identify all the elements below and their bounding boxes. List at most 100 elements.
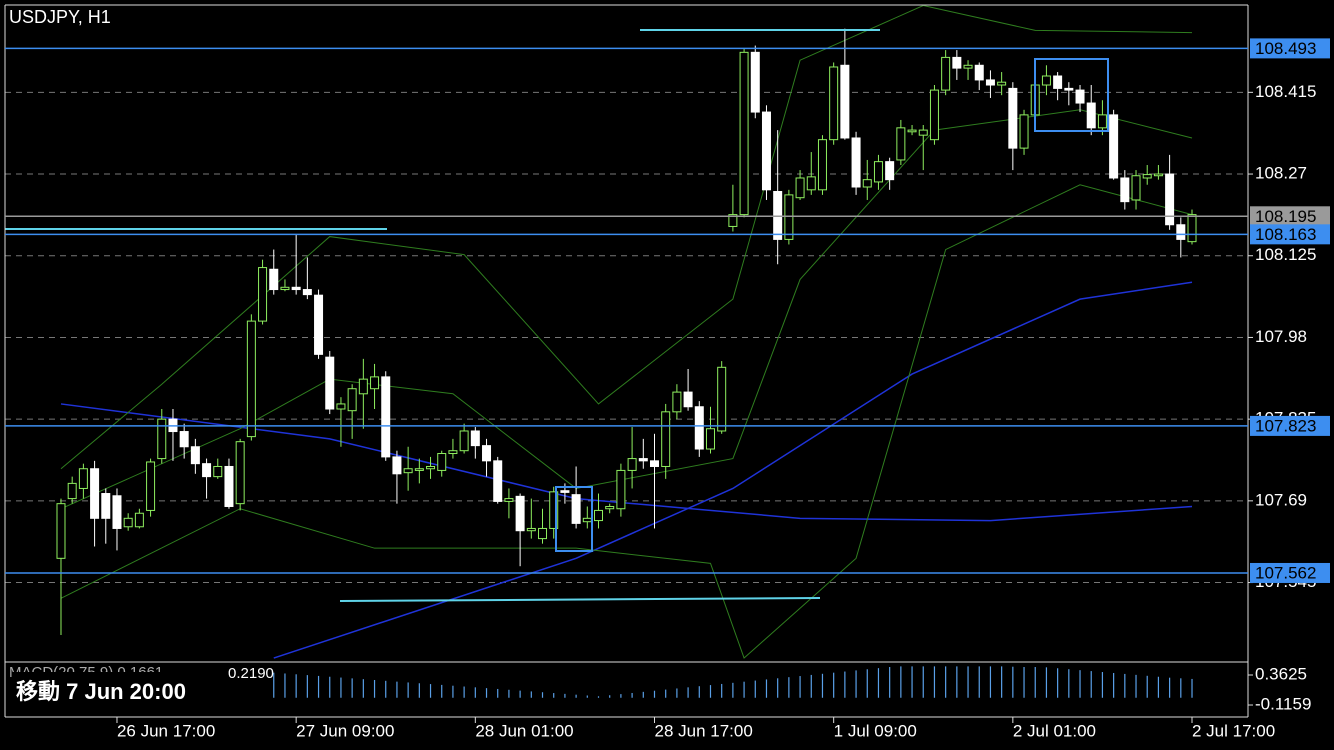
macd-bar bbox=[855, 670, 857, 698]
price-label: 107.823 bbox=[1255, 416, 1316, 435]
macd-bar bbox=[922, 666, 924, 698]
macd-bar bbox=[866, 669, 868, 698]
macd-bar bbox=[754, 680, 756, 698]
candle-body bbox=[683, 391, 693, 408]
indicator-line bbox=[60, 184, 1193, 659]
macd-bar bbox=[945, 666, 947, 698]
macd-bar bbox=[609, 695, 611, 698]
candle-body bbox=[526, 527, 536, 532]
candle-body bbox=[862, 179, 872, 188]
macd-bar bbox=[329, 676, 331, 698]
macd-bar bbox=[1034, 667, 1036, 698]
candle-body bbox=[1075, 89, 1085, 104]
macd-bar bbox=[429, 684, 432, 698]
candle-body bbox=[851, 137, 861, 188]
trend-segment bbox=[339, 597, 821, 602]
macd-bar bbox=[1113, 672, 1115, 698]
macd-bar bbox=[530, 691, 532, 698]
candle-body bbox=[1053, 75, 1063, 89]
macd-bar bbox=[889, 667, 891, 698]
candle-body bbox=[482, 445, 492, 462]
candle-body bbox=[918, 129, 928, 136]
macd-bar bbox=[474, 687, 476, 698]
macd-bar bbox=[306, 675, 308, 698]
x-tick-label: 26 Jun 17:00 bbox=[117, 721, 215, 740]
candle-body bbox=[1142, 174, 1152, 179]
candle-body bbox=[605, 505, 615, 510]
candle-body bbox=[190, 446, 200, 465]
range-box bbox=[555, 486, 593, 552]
macd-bar bbox=[1101, 672, 1104, 698]
y-tick-label: 108.415 bbox=[1255, 82, 1316, 101]
candle-body bbox=[101, 493, 111, 519]
macd-tick-label: -0.1159 bbox=[1255, 694, 1311, 713]
candle-body bbox=[560, 490, 570, 493]
macd-bar bbox=[788, 677, 790, 698]
candle-body bbox=[728, 214, 738, 227]
macd-bar bbox=[978, 666, 980, 698]
macd-bar bbox=[1079, 670, 1081, 698]
candle-body bbox=[784, 194, 794, 240]
y-tick-label: 108.125 bbox=[1255, 245, 1316, 264]
candle-body bbox=[649, 460, 659, 467]
candle-body bbox=[761, 111, 771, 191]
candle-body bbox=[750, 51, 760, 113]
macd-bar bbox=[989, 666, 992, 698]
price-label-box bbox=[1250, 562, 1330, 583]
candle-body bbox=[179, 431, 189, 448]
macd-bar bbox=[541, 692, 544, 698]
candle-body bbox=[1153, 173, 1163, 177]
macd-bar bbox=[1068, 669, 1070, 698]
candle-body bbox=[538, 527, 548, 540]
macd-bar bbox=[1169, 677, 1171, 698]
candle-body bbox=[974, 64, 984, 81]
candle-body bbox=[694, 406, 704, 450]
candle-body bbox=[896, 127, 906, 161]
macd-bar bbox=[295, 674, 297, 698]
x-tick-label: 2 Jul 01:00 bbox=[1013, 721, 1096, 740]
candle-body bbox=[907, 129, 917, 133]
candle-body bbox=[616, 469, 626, 510]
macd-bar bbox=[362, 679, 364, 698]
candle-body bbox=[1187, 214, 1197, 243]
candle-body bbox=[112, 495, 122, 529]
macd-bar bbox=[777, 678, 779, 698]
candle-body bbox=[840, 64, 850, 139]
candle-body bbox=[829, 66, 839, 141]
macd-bar bbox=[597, 696, 600, 698]
y-tick-label: 107.69 bbox=[1255, 490, 1307, 509]
macd-bar bbox=[407, 682, 409, 698]
candle-body bbox=[873, 161, 883, 183]
macd-bar bbox=[586, 695, 588, 698]
macd-bar bbox=[452, 685, 454, 698]
macd-bar bbox=[900, 666, 902, 698]
macd-bar bbox=[1180, 678, 1182, 698]
macd-bar bbox=[385, 680, 387, 698]
price-label: 108.163 bbox=[1255, 225, 1316, 244]
x-tick-label: 28 Jun 17:00 bbox=[654, 721, 752, 740]
macd-bar bbox=[653, 690, 656, 698]
candle-body bbox=[224, 465, 234, 507]
macd-bar bbox=[396, 681, 398, 698]
macd-bar bbox=[1045, 667, 1048, 698]
macd-bar bbox=[933, 666, 936, 698]
macd-bar bbox=[564, 693, 566, 698]
candle-body bbox=[515, 495, 525, 532]
macd-bar bbox=[956, 666, 958, 698]
macd-bar bbox=[553, 693, 555, 698]
macd-bar bbox=[833, 672, 835, 698]
candle-body bbox=[459, 430, 469, 452]
chart-title: USDJPY, H1 bbox=[9, 7, 111, 27]
candle-body bbox=[582, 517, 592, 523]
candle-body bbox=[795, 177, 805, 199]
candle-body bbox=[806, 176, 816, 191]
candle-body bbox=[437, 453, 447, 471]
candle-body bbox=[985, 79, 995, 86]
macd-bar bbox=[340, 677, 342, 698]
candle-body bbox=[1064, 87, 1074, 91]
candle-body bbox=[67, 482, 77, 500]
macd-bar bbox=[1023, 667, 1025, 698]
